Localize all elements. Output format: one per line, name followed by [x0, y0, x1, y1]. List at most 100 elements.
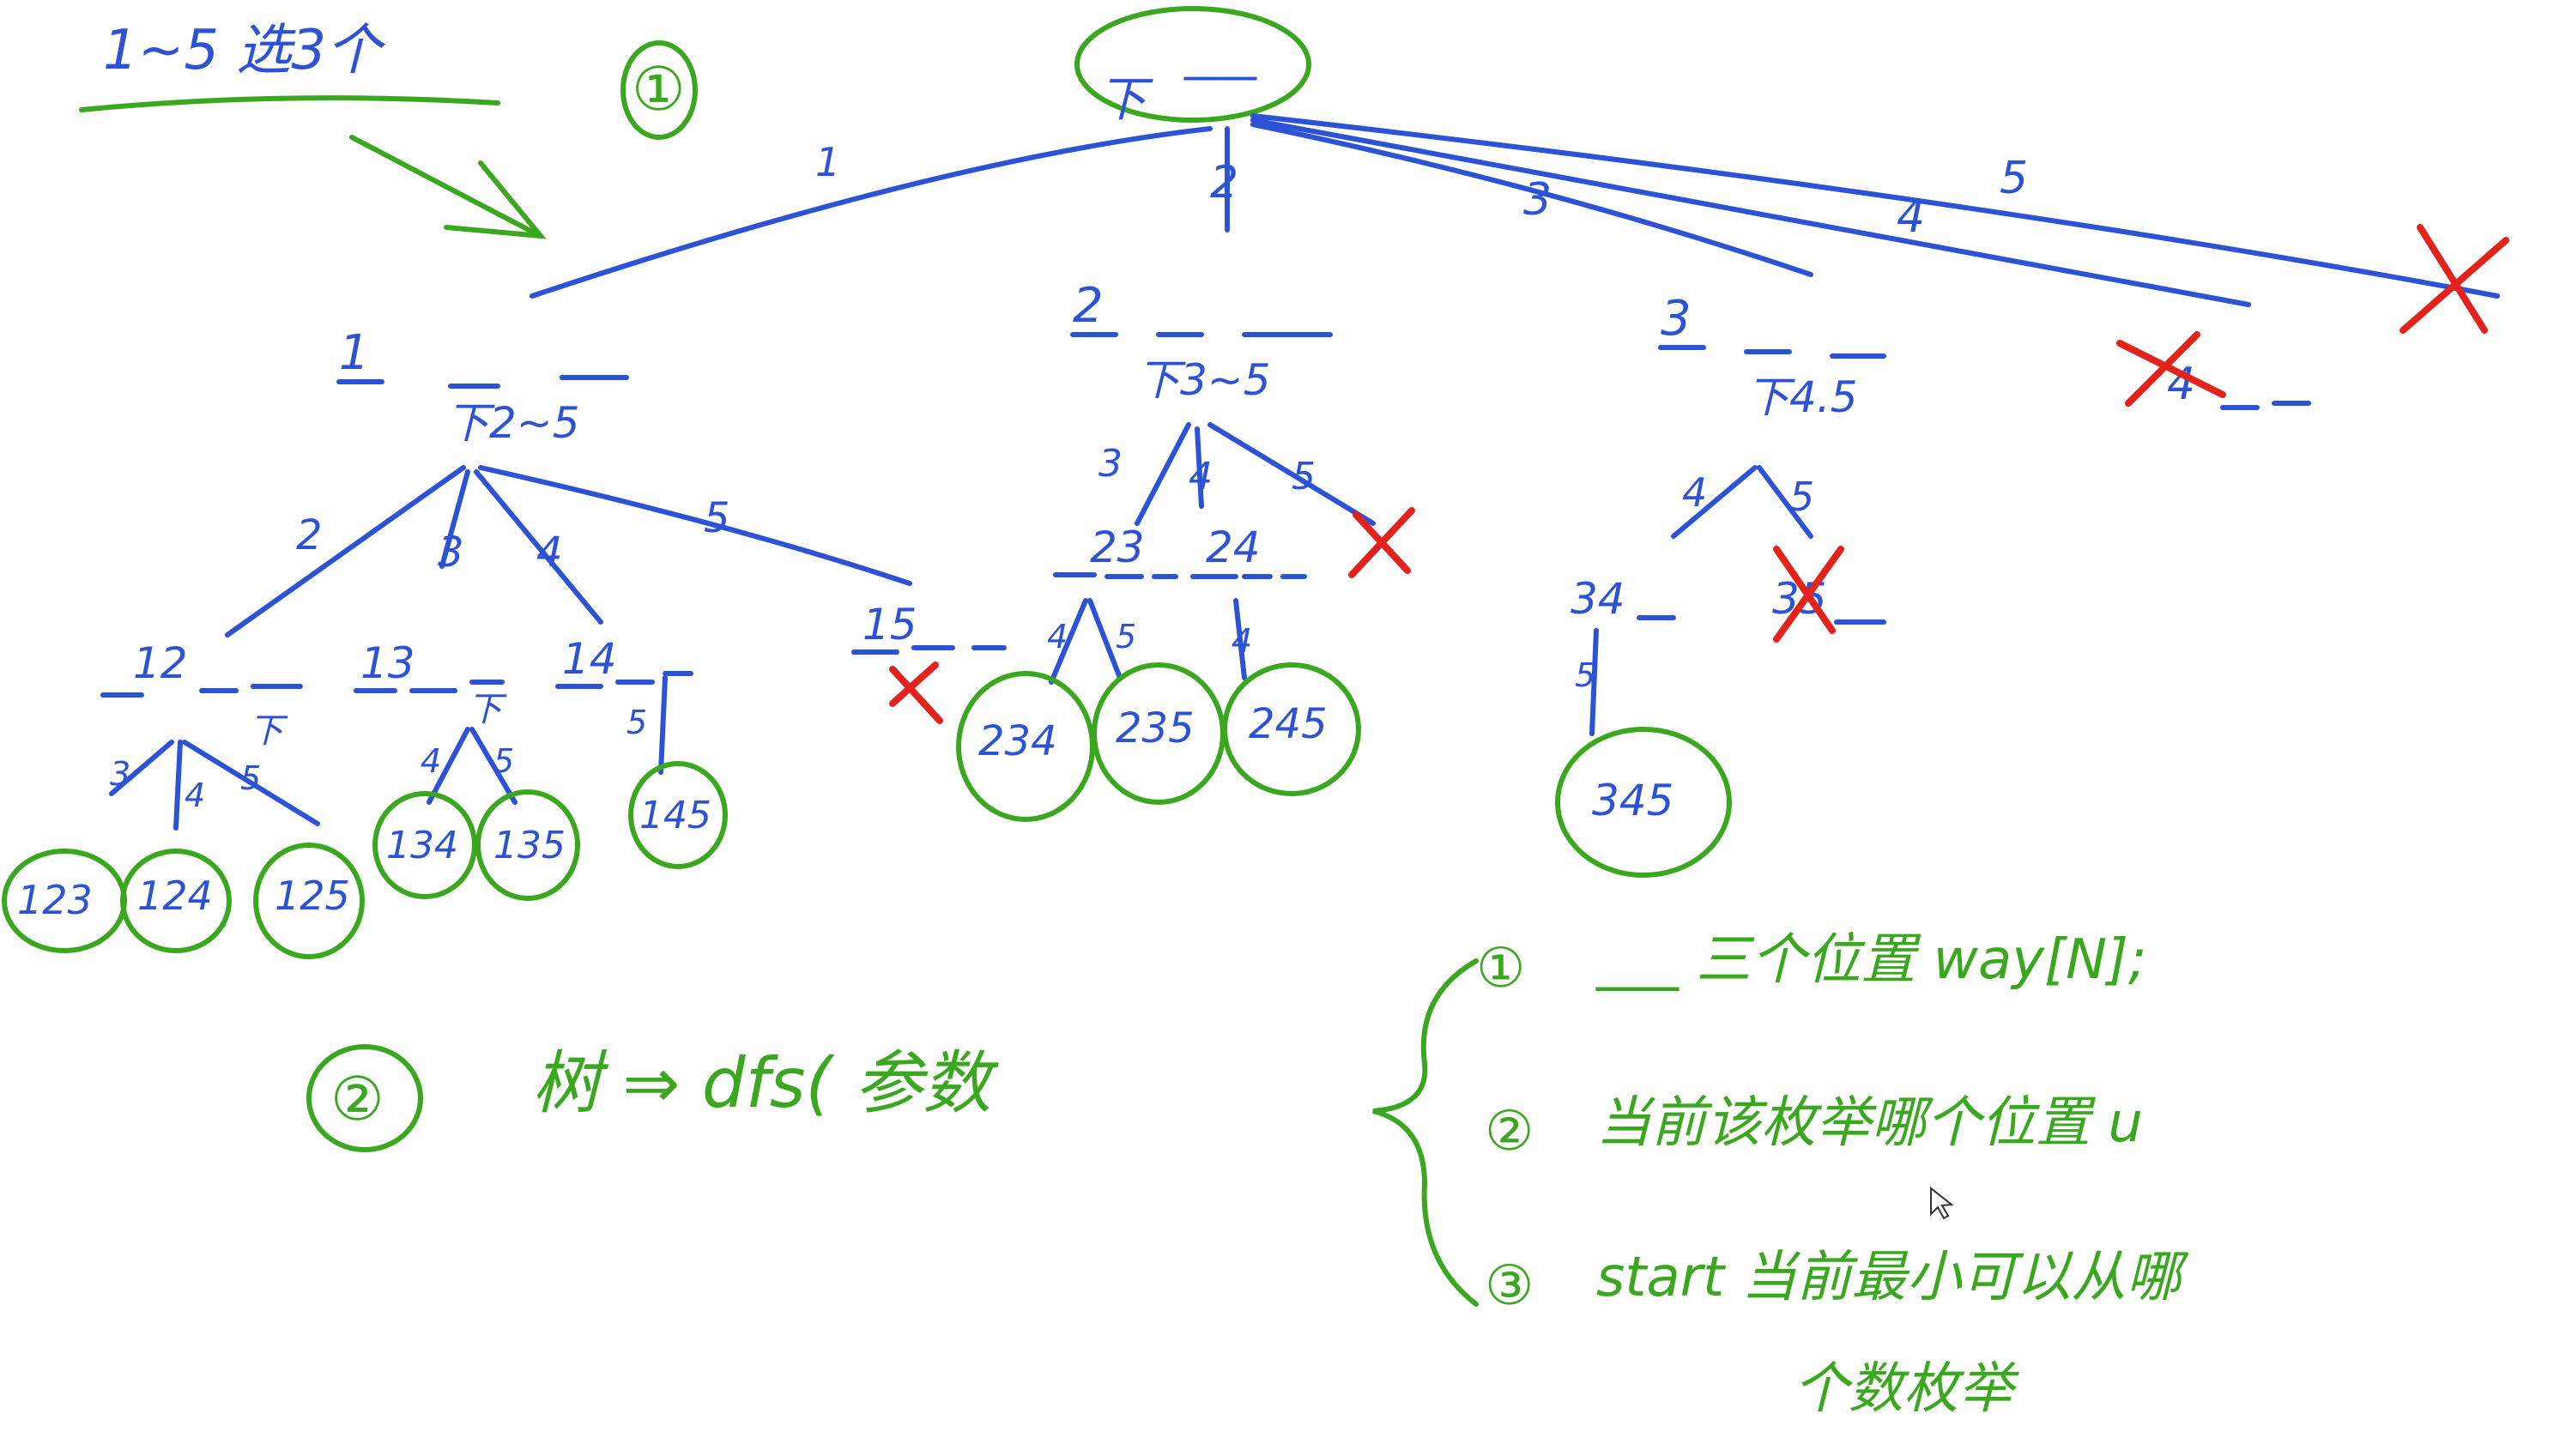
l2-node-13-sub: 下 — [468, 690, 507, 729]
cross-icon — [1348, 507, 1415, 578]
result-circle — [372, 791, 477, 899]
step1-circle — [620, 40, 698, 140]
arrow-icon — [349, 135, 547, 239]
l2-node-12-slots — [100, 684, 303, 698]
result-235: 235 — [1116, 704, 1195, 752]
edge-label-l2-1: 4 — [185, 776, 205, 814]
result-123: 123 — [17, 877, 93, 923]
edge-14-5 — [658, 675, 668, 775]
step2-text: 树 ⇒ dfs( 参数 — [532, 1043, 999, 1123]
step2-marker: ② — [330, 1064, 384, 1134]
edge-label-l2-2: 5 — [240, 759, 261, 797]
edge-34-5 — [1589, 628, 1599, 736]
l2-node-12: 12 — [133, 638, 188, 688]
edge-root-4 — [1250, 118, 2251, 307]
edge-label-2-4: 4 — [1189, 455, 1213, 498]
edge-12-3 — [109, 740, 174, 796]
edge-label-3-4: 4 — [1682, 469, 1707, 516]
edge-label-top-1: 1 — [815, 139, 840, 185]
l2-node-34: 34 — [1570, 574, 1625, 624]
edge-3-5 — [1757, 465, 1813, 539]
result-circle — [1555, 727, 1732, 878]
param2-text: 当前该枚举哪个位置 u — [1596, 1091, 2143, 1155]
edge-label-l2-8: 4 — [1232, 622, 1252, 660]
result-circle — [956, 671, 1095, 822]
edge-12-4 — [173, 740, 183, 831]
result-145: 145 — [639, 794, 711, 837]
l1-node-4-slots — [2220, 401, 2311, 410]
edge-label-top-4: 4 — [1897, 191, 1925, 243]
step1-marker: ① — [632, 54, 686, 124]
edge-1-2 — [225, 465, 466, 637]
edge-23-5 — [1087, 598, 1123, 680]
edge-label-2-5: 5 — [1292, 455, 1316, 498]
edge-label-l2-3: 4 — [421, 742, 441, 780]
l1-node-2-sub: 下3~5 — [1137, 355, 1271, 405]
l2-node-15: 15 — [862, 600, 917, 649]
brace-icon — [1372, 958, 1479, 1307]
edge-label-top-5: 5 — [2000, 153, 2028, 204]
l2-node-13: 13 — [360, 638, 415, 688]
result-245: 245 — [1249, 700, 1328, 748]
edge-12-5 — [182, 740, 320, 826]
title-underline — [79, 95, 500, 112]
root-slots: ___ — [1183, 25, 1257, 81]
l2-node-24: 24 — [1206, 523, 1261, 572]
edge-label-1-4: 4 — [536, 529, 563, 577]
result-135: 135 — [493, 824, 566, 867]
cross-icon — [889, 662, 943, 724]
edge-2-4 — [1195, 426, 1204, 509]
l1-node-1-head: 1 — [339, 325, 370, 381]
l1-node-1-slots — [336, 375, 629, 389]
edge-label-1-5: 5 — [704, 494, 730, 542]
edge-3-4 — [1671, 465, 1758, 539]
result-134: 134 — [386, 824, 458, 867]
param3-text-line2: 个数枚举 — [1794, 1357, 2019, 1421]
edge-2-5 — [1207, 422, 1376, 526]
l2-node-12-sub: 下 — [249, 711, 288, 751]
edge-label-l2-0: 3 — [110, 755, 130, 793]
l2-node-13-slots — [354, 680, 505, 693]
param3-text-line1: start 当前最小可以从哪 — [1596, 1246, 2189, 1309]
edge-13-4 — [427, 727, 470, 805]
result-circle — [120, 849, 232, 953]
cross-icon — [1773, 546, 1844, 643]
edge-label-l2-7: 5 — [1116, 618, 1136, 656]
l1-node-1-sub: 下2~5 — [446, 398, 580, 448]
step2-circle — [306, 1044, 423, 1152]
edge-label-top-3: 3 — [1523, 174, 1552, 226]
root-label: 下 — [1098, 72, 1153, 128]
edge-24-5 — [1233, 598, 1247, 680]
result-circle — [475, 789, 580, 901]
result-345: 345 — [1592, 776, 1673, 825]
l1-node-3-sub: 下4.5 — [1746, 372, 1858, 422]
l1-node-2-head: 2 — [1073, 278, 1104, 334]
result-125: 125 — [275, 873, 350, 919]
result-circle — [253, 843, 365, 959]
edge-label-l2-6: 4 — [1047, 618, 1068, 656]
edge-label-l2-4: 5 — [493, 742, 514, 780]
result-124: 124 — [137, 873, 213, 919]
edge-label-1-3: 3 — [438, 529, 464, 577]
edge-label-l2-9: 5 — [1575, 656, 1595, 694]
result-234: 234 — [978, 717, 1057, 765]
l1-node-3-slots — [1658, 345, 1886, 359]
edge-13-5 — [469, 727, 517, 805]
l2-node-23-slots — [1053, 572, 1178, 579]
edge-label-3-5: 5 — [1789, 474, 1814, 520]
result-circle — [628, 761, 728, 869]
edge-1-5 — [478, 465, 912, 586]
l2-node-23: 23 — [1090, 523, 1145, 572]
l1-node-3-head: 3 — [1661, 291, 1692, 347]
edge-1-4 — [474, 469, 603, 625]
cursor-icon — [1930, 1186, 1954, 1220]
cross-icon — [2400, 224, 2509, 334]
param1-marker: ① — [1476, 937, 1525, 1000]
param3-marker: ③ — [1485, 1254, 1534, 1318]
l2-node-14-slots — [555, 671, 693, 689]
edge-label-top-2: 2 — [1210, 157, 1238, 208]
edge-label-l2-5: 5 — [626, 704, 647, 741]
param2-marker: ② — [1485, 1100, 1534, 1163]
param1-text: ___ 三个位置 way[N]; — [1595, 928, 2147, 992]
